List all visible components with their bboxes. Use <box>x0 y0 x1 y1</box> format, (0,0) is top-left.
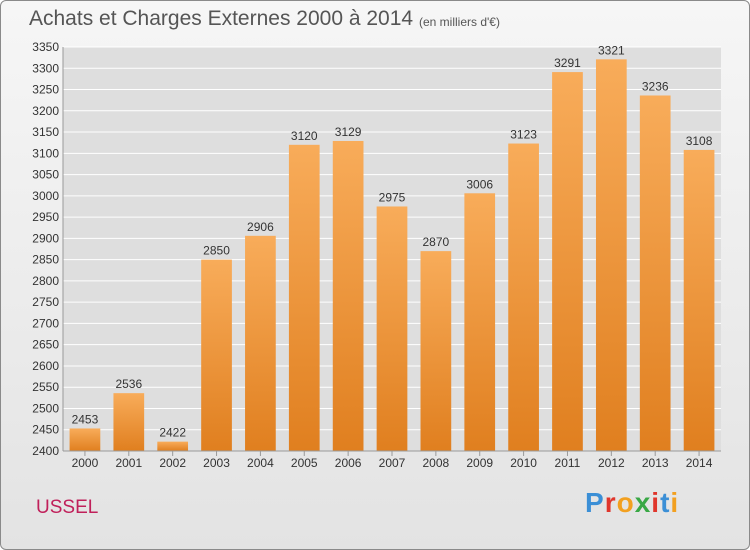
data-label: 2453 <box>72 412 99 426</box>
y-tick-label: 3200 <box>32 104 59 118</box>
logo-letter: r <box>604 487 617 518</box>
data-label: 2850 <box>203 244 230 258</box>
data-label: 3236 <box>642 79 669 93</box>
x-tick-label: 2005 <box>291 456 318 470</box>
x-tick-label: 2011 <box>555 456 581 470</box>
y-tick-label: 2650 <box>32 338 59 352</box>
data-label: 3120 <box>291 129 318 143</box>
x-tick-label: 2009 <box>466 456 493 470</box>
bar <box>595 59 627 451</box>
y-tick-label: 2750 <box>32 295 59 309</box>
place-name: USSEL <box>36 497 99 518</box>
data-label: 2422 <box>159 426 186 440</box>
y-tick-label: 2700 <box>32 316 59 330</box>
y-tick-label: 2950 <box>32 210 59 224</box>
data-label: 2975 <box>379 190 406 204</box>
data-label: 2536 <box>115 377 142 391</box>
bar <box>69 428 101 451</box>
bar <box>288 144 320 451</box>
bar <box>683 149 715 451</box>
y-tick-label: 2550 <box>32 380 59 394</box>
y-tick-label: 3300 <box>32 61 59 75</box>
bar <box>420 251 452 451</box>
y-tick-label: 2500 <box>32 401 59 415</box>
data-label: 3291 <box>554 56 581 70</box>
bar <box>113 393 145 451</box>
y-tick-label: 3100 <box>32 146 59 160</box>
y-tick-label: 3350 <box>32 40 59 54</box>
x-tick-label: 2013 <box>642 456 669 470</box>
bar <box>376 206 408 451</box>
y-tick-label: 3050 <box>32 168 59 182</box>
logo-letter: x <box>634 487 652 518</box>
bar <box>508 143 539 452</box>
x-tick-label: 2006 <box>335 456 362 470</box>
y-tick-label: 3000 <box>32 189 59 203</box>
bar <box>639 95 671 451</box>
data-label: 2906 <box>247 220 274 234</box>
data-label: 3321 <box>598 43 625 57</box>
data-label: 3006 <box>466 177 493 191</box>
chart-title: Achats et Charges Externes 2000 à 2014 <box>29 7 414 30</box>
x-tick-label: 2001 <box>115 456 142 470</box>
logo-letter: i <box>651 487 661 518</box>
y-tick-label: 2600 <box>32 359 59 373</box>
logo-letter: i <box>670 487 680 518</box>
data-label: 2870 <box>423 235 450 249</box>
y-tick-label: 2450 <box>32 423 59 437</box>
logo-letter: t <box>660 487 671 518</box>
y-axis-ticks: 2400 2450 2500 2550 2600 2650 2700 2750 2800 2850… <box>32 40 64 458</box>
bars: 2453 2536 2422 2850 2906 3120 3129 2975 2870 3006… <box>69 43 715 452</box>
y-tick-label: 3250 <box>32 83 59 97</box>
y-tick-label: 2900 <box>32 231 59 245</box>
proxiti-logo: Proxiti <box>585 487 679 519</box>
x-tick-label: 2007 <box>379 456 406 470</box>
bar <box>245 235 276 451</box>
bar <box>464 193 496 451</box>
x-tick-label: 2002 <box>159 456 186 470</box>
unit-note: (en milliers d'€) <box>419 15 500 29</box>
x-axis-ticks: 2000 2001 2002 2003 2004 2005 2006 2007 2008 2009… <box>63 450 721 470</box>
x-tick-label: 2014 <box>686 456 713 470</box>
bar <box>332 140 364 451</box>
x-tick-label: 2004 <box>247 456 274 470</box>
bar <box>552 72 583 452</box>
x-tick-label: 2010 <box>510 456 537 470</box>
x-tick-label: 2003 <box>203 456 230 470</box>
x-tick-label: 2000 <box>72 456 99 470</box>
y-tick-label: 2850 <box>32 253 59 267</box>
data-label: 3129 <box>335 125 362 139</box>
data-label: 3108 <box>686 134 713 148</box>
x-tick-label: 2008 <box>423 456 450 470</box>
y-tick-label: 3150 <box>32 125 59 139</box>
data-label: 3123 <box>510 128 537 142</box>
bar <box>157 441 189 451</box>
bar <box>201 259 232 451</box>
y-tick-label: 2800 <box>32 274 59 288</box>
y-tick-label: 2400 <box>32 444 59 458</box>
logo-letter: P <box>585 487 605 518</box>
x-tick-label: 2012 <box>598 456 625 470</box>
logo-letter: o <box>616 487 635 518</box>
